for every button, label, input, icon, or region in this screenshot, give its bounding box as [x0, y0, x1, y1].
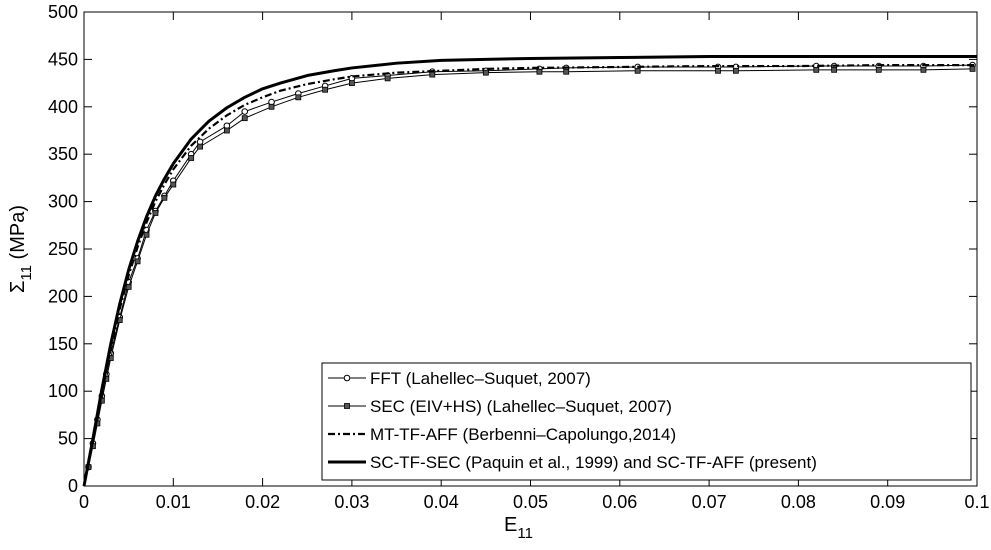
x-tick-label: 0.07	[692, 492, 727, 512]
sec-series-point	[152, 210, 159, 216]
sec-series	[83, 65, 976, 487]
sc-tf-series	[82, 55, 977, 487]
legend-box	[321, 362, 972, 481]
sec-series-point	[429, 71, 436, 78]
sec-series-point	[969, 65, 976, 72]
y-tick-label: 100	[48, 381, 78, 401]
x-tick-label: 0.09	[870, 492, 905, 512]
sec-series-point	[161, 194, 168, 201]
legend-point	[344, 403, 350, 409]
x-tick-label: 0.02	[245, 492, 280, 512]
sec-series-point	[831, 66, 838, 73]
y-tick-label: 150	[48, 334, 78, 354]
sec-series-point	[536, 68, 543, 75]
sec-series-point	[170, 181, 177, 188]
sec-series-point	[143, 231, 150, 238]
y-tick-label: 300	[48, 192, 78, 212]
legend-entry: SC-TF-SEC (Paquin et al., 1999) and SC-T…	[370, 453, 817, 472]
sec-series-point	[188, 155, 195, 161]
x-tick-label: 0.08	[781, 492, 816, 512]
sec-series-point	[920, 66, 927, 73]
sec-series-point	[634, 67, 641, 74]
legend-entry: SEC (EIV+HS) (Lahellec–Suquet, 2007)	[370, 397, 672, 416]
sec-series-point	[384, 75, 391, 82]
legend-point	[343, 374, 351, 382]
y-tick-label: 250	[48, 239, 78, 259]
sec-series-point	[223, 127, 230, 134]
sec-series-point	[268, 103, 275, 110]
sec-series-point	[197, 143, 203, 150]
sec-series-point	[563, 68, 570, 75]
y-tick-label: 500	[48, 2, 78, 22]
sec-series-point	[732, 67, 739, 74]
x-tick-label: 0.05	[513, 492, 548, 512]
sec-series-point	[348, 80, 355, 86]
y-tick-label: 0	[68, 476, 78, 496]
y-tick-label: 450	[48, 49, 78, 69]
sec-series-point	[134, 258, 141, 265]
sec-series-point	[322, 86, 329, 93]
x-tick-label: 0.1	[964, 492, 989, 512]
x-tick-label: 0.01	[156, 492, 191, 512]
x-axis-label: E11	[504, 514, 533, 542]
sec-series-point	[295, 94, 302, 101]
legend-entry: FFT (Lahellec–Suquet, 2007)	[370, 369, 591, 388]
x-tick-label: 0.03	[334, 492, 369, 512]
legend-entry: MT-TF-AFF (Berbenni–Capolungo,2014)	[370, 425, 676, 444]
x-tick-label: 0.04	[424, 492, 459, 512]
fft-series-point	[241, 108, 249, 115]
sec-series-point	[813, 66, 820, 73]
x-tick-label: 0.06	[602, 492, 637, 512]
y-tick-label: 200	[48, 286, 78, 306]
sec-series-point	[715, 67, 721, 74]
x-tick-label: 0	[79, 492, 89, 512]
sec-series-point	[241, 115, 248, 122]
sec-series-point	[125, 284, 132, 290]
y-tick-label: 350	[48, 144, 78, 164]
y-tick-label: 400	[48, 97, 78, 117]
sc-tf-series-line	[82, 55, 977, 487]
sec-series-point	[875, 66, 882, 73]
y-tick-label: 50	[58, 429, 78, 449]
y-axis-label: Σ11 (MPa)	[7, 205, 35, 293]
sec-series-point	[482, 69, 489, 76]
